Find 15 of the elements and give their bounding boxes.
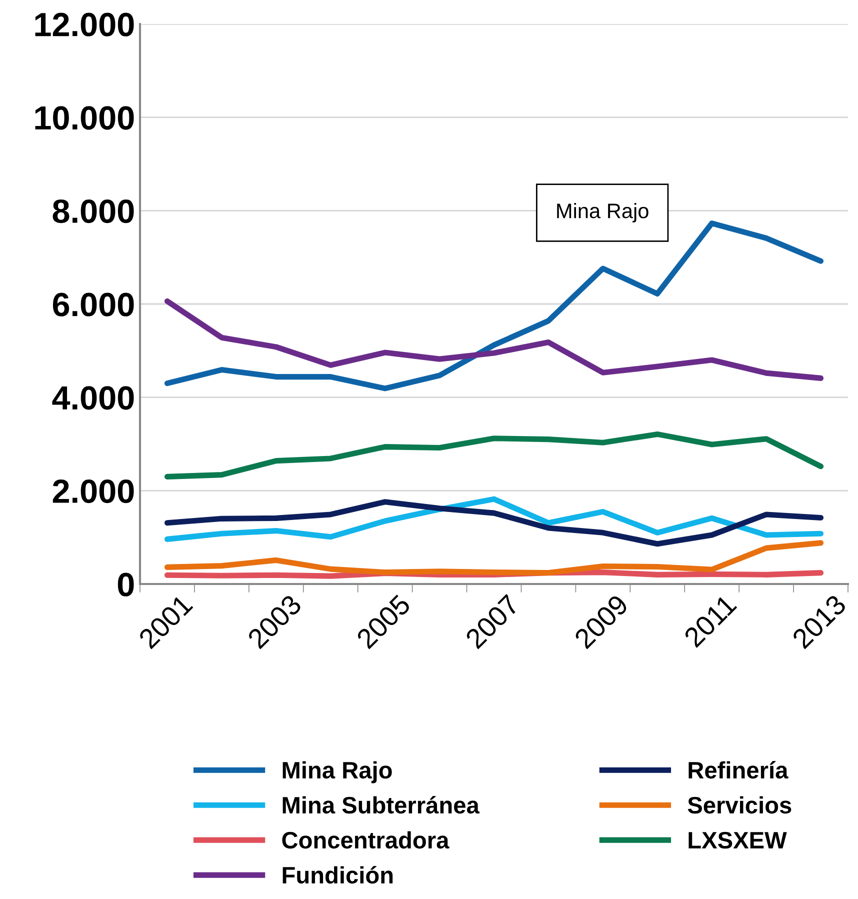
annotation: Mina Rajo xyxy=(557,203,648,222)
legend-label: Mina Subterránea xyxy=(282,796,480,814)
y-tick-label: 8.000 xyxy=(52,199,134,224)
legend-label: Refinería xyxy=(688,761,788,779)
legend-label: Concentradora xyxy=(282,831,450,849)
y-tick-label: 4.000 xyxy=(52,386,134,410)
legend-label: Fundición xyxy=(282,866,393,884)
y-tick-label: 0 xyxy=(118,572,134,596)
y-tick-label: 6.000 xyxy=(52,292,134,316)
y-tick-label: 12.000 xyxy=(35,12,134,36)
legend-label: Servicios xyxy=(688,796,792,814)
legend-label: LXSXEW xyxy=(688,832,787,849)
legend-label: Mina Rajo xyxy=(282,761,392,784)
y-tick-label: 10.000 xyxy=(35,106,134,130)
y-tick-label: 2.000 xyxy=(52,479,134,504)
